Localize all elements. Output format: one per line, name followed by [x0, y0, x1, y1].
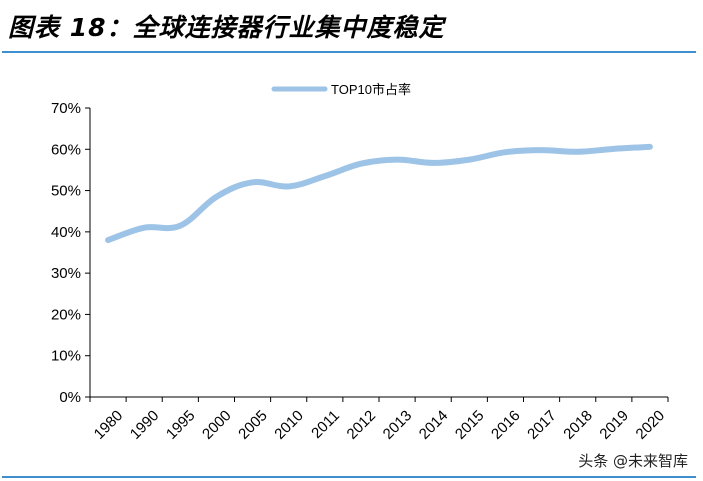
- x-tick-label: 2005: [235, 407, 271, 443]
- x-axis: 1980 1990 1995 2000 2005 2010 2011 2012 2013 2014…: [89, 396, 669, 443]
- x-tick-label: 2016: [488, 407, 524, 443]
- data-point-2010: [286, 184, 291, 189]
- footer-rule: [2, 476, 696, 478]
- data-point-1990: [142, 225, 147, 230]
- data-point-2016: [503, 150, 508, 155]
- y-tick-label: 30%: [51, 265, 81, 282]
- x-tick-label: 2012: [344, 407, 380, 443]
- data-point-2020: [647, 144, 652, 149]
- data-point-2019: [611, 146, 616, 151]
- data-point-2017: [539, 148, 544, 153]
- x-tick-label: 1980: [91, 407, 127, 443]
- y-tick-label: 0%: [59, 389, 81, 406]
- data-point-1980: [106, 238, 111, 243]
- data-point-2011: [322, 174, 327, 179]
- x-tick-label: 1990: [127, 407, 163, 443]
- x-tick-label: 2010: [271, 407, 307, 443]
- x-tick-label: 2000: [199, 407, 235, 443]
- data-point-2015: [467, 157, 472, 162]
- x-tick-label: 2020: [633, 407, 669, 443]
- x-tick-label: 2017: [524, 407, 560, 443]
- data-point-2018: [575, 149, 580, 154]
- data-point-2000: [214, 194, 219, 199]
- data-point-1995: [178, 223, 183, 228]
- data-point-2005: [250, 180, 255, 185]
- x-tick-label: 2014: [416, 407, 452, 443]
- x-tick-label: 2019: [596, 407, 632, 443]
- series-line-top10: [105, 143, 653, 244]
- y-tick-label: 50%: [51, 183, 81, 200]
- x-tick-label: 2018: [560, 407, 596, 443]
- x-tick-label: 2011: [308, 407, 343, 442]
- y-axis: 0% 10% 20% 30% 40% 50% 60% 70%: [51, 100, 91, 406]
- title-rule-top: [2, 51, 696, 53]
- figure-title: 图表 18：全球连接器行业集中度稳定: [8, 13, 445, 42]
- chart-legend: TOP10市占率: [271, 82, 411, 97]
- data-point-2014: [431, 160, 436, 165]
- x-tick-label: 1995: [163, 407, 199, 443]
- legend-label-top10: TOP10市占率: [331, 82, 411, 97]
- y-tick-label: 20%: [51, 306, 81, 323]
- y-tick-label: 10%: [51, 348, 81, 365]
- data-point-2012: [358, 161, 363, 166]
- data-point-2013: [395, 157, 400, 162]
- y-tick-label: 70%: [51, 100, 81, 117]
- x-tick-label: 2015: [452, 407, 488, 443]
- x-tick-label: 2013: [380, 407, 416, 443]
- y-tick-label: 60%: [51, 141, 81, 158]
- y-tick-label: 40%: [51, 224, 81, 241]
- watermark-text: 头条 @未来智库: [575, 450, 691, 471]
